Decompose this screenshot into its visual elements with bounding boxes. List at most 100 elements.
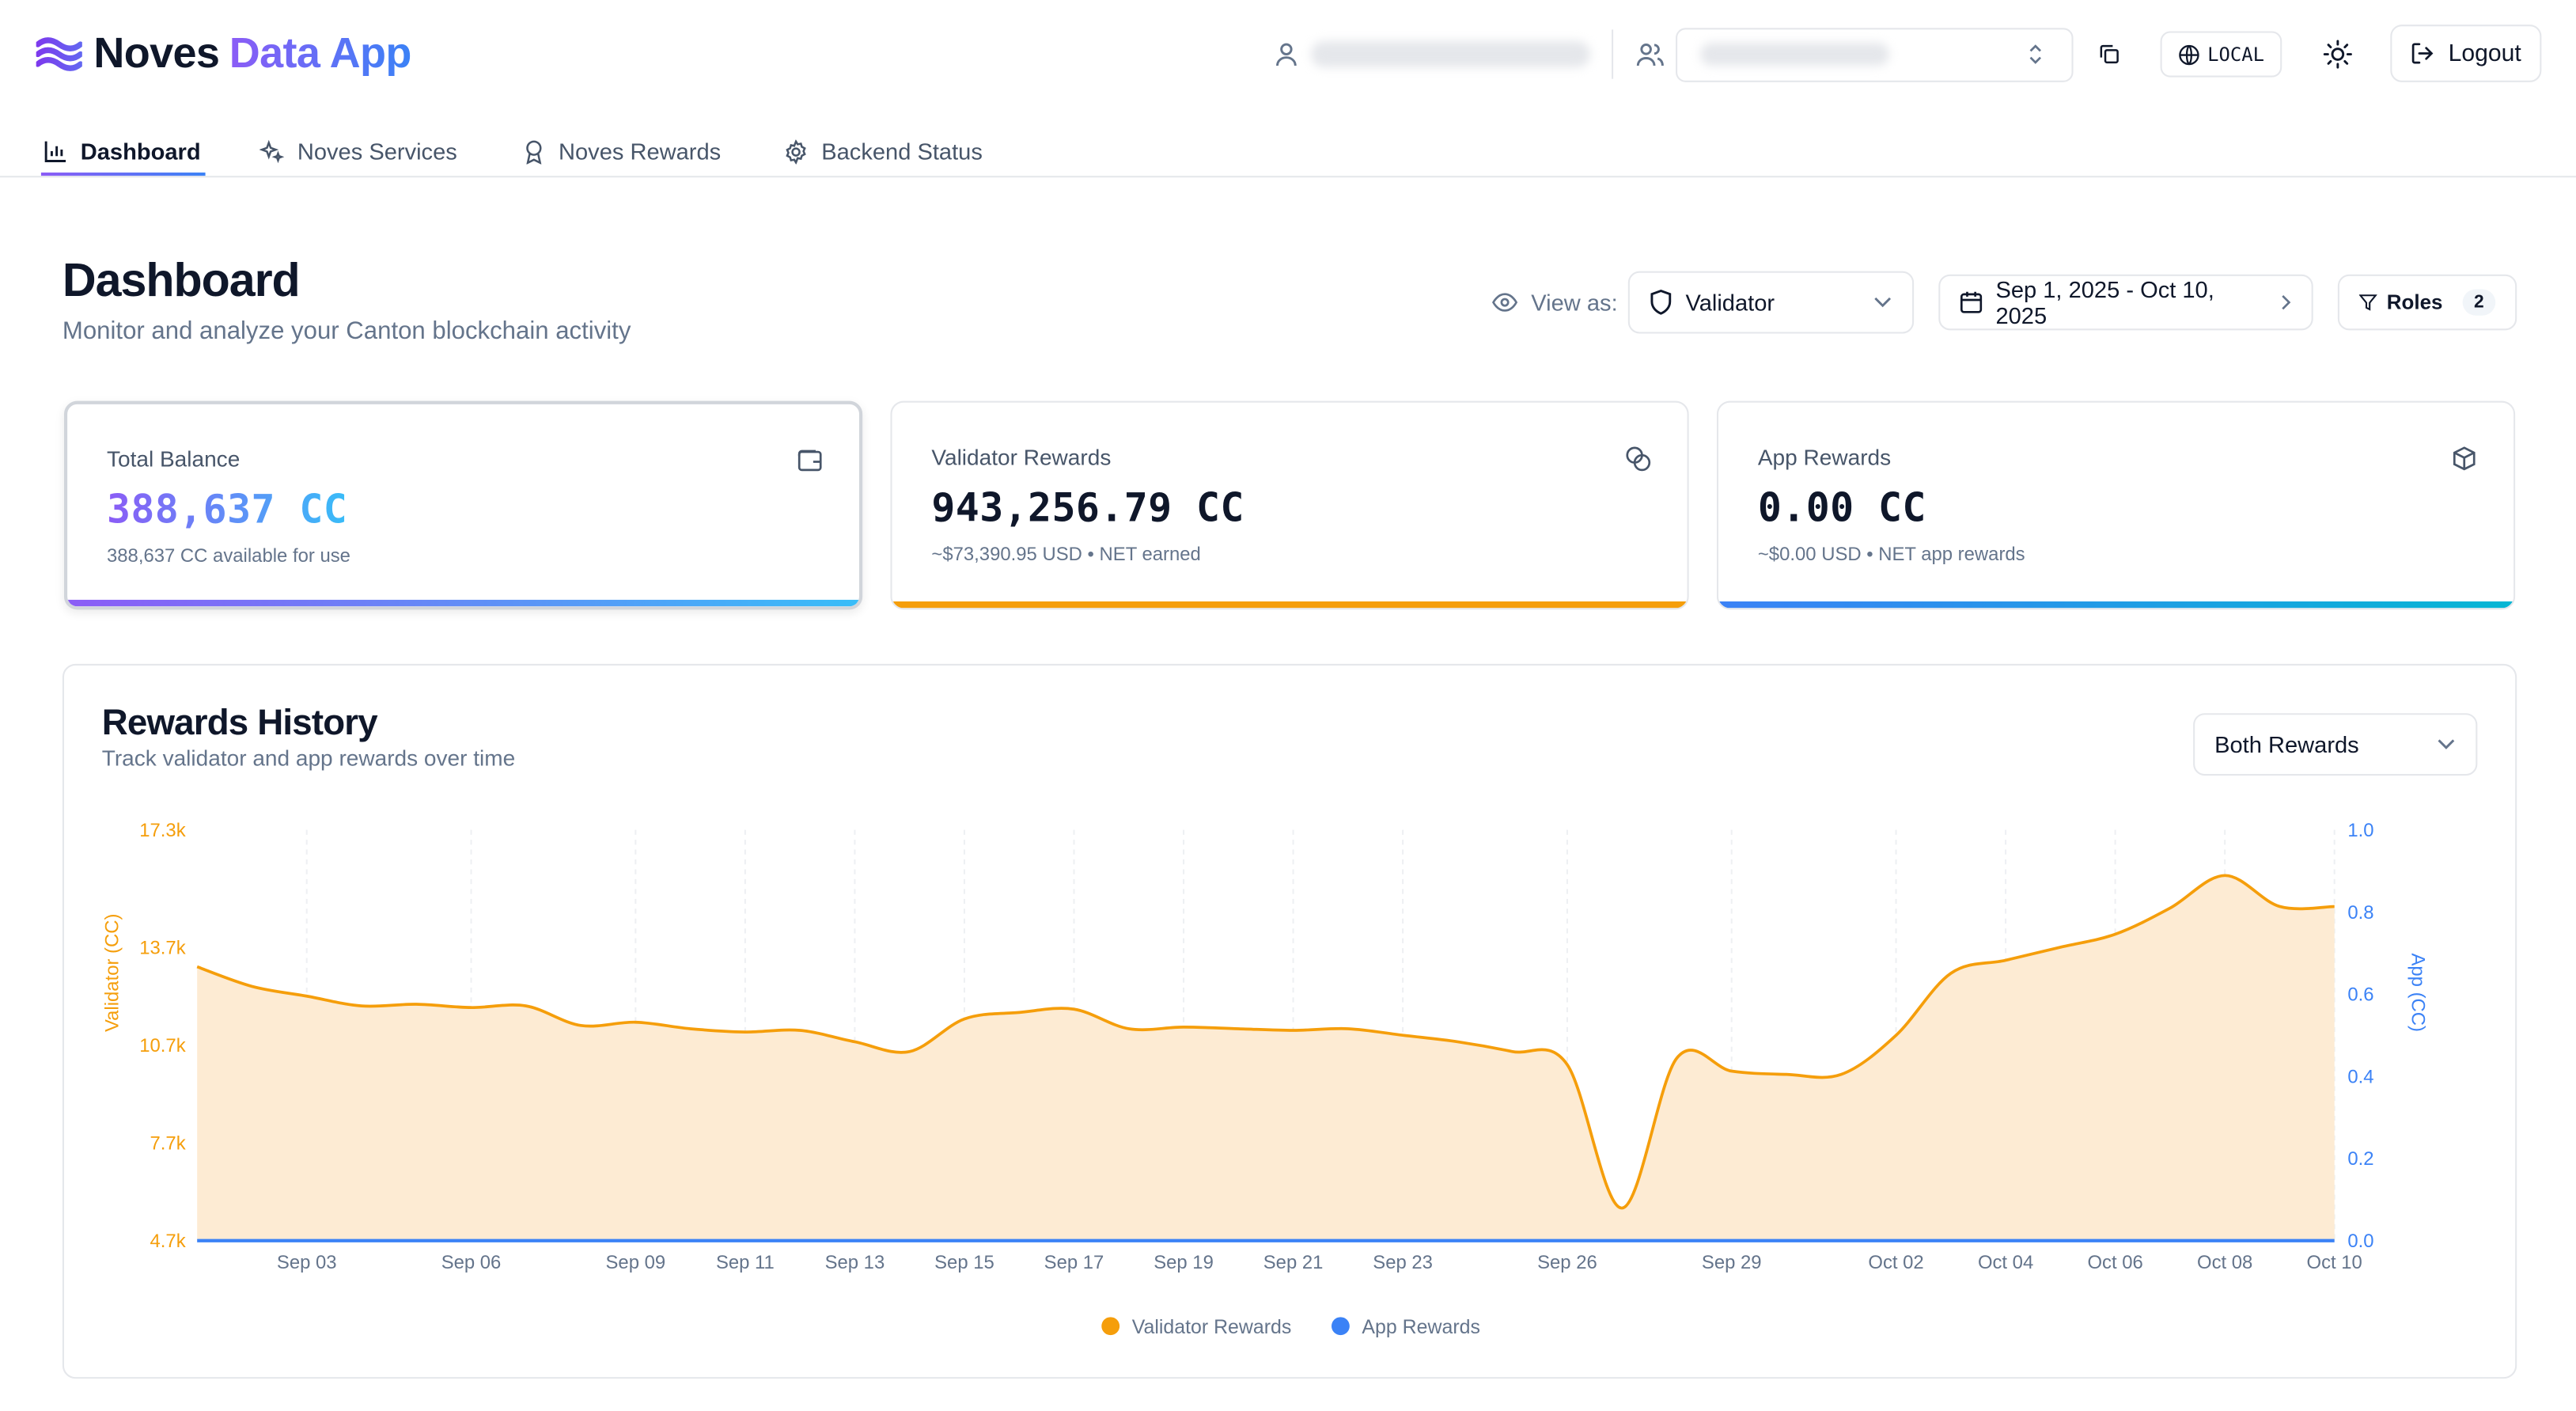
brand-name: Noves bbox=[93, 28, 220, 78]
tab-label: Noves Rewards bbox=[559, 138, 722, 165]
legend-swatch-app bbox=[1332, 1317, 1350, 1336]
rewards-type-value: Both Rewards bbox=[2214, 731, 2359, 758]
card-label: Total Balance bbox=[106, 446, 241, 472]
x-tick-label: Sep 03 bbox=[277, 1252, 337, 1273]
environment-button[interactable]: LOCAL bbox=[2160, 31, 2282, 78]
chevron-down-icon bbox=[2438, 739, 2455, 749]
validator-rewards-area bbox=[197, 875, 2335, 1241]
total-balance-card[interactable]: Total Balance 388,637 CC 388,637 CC avai… bbox=[63, 400, 863, 610]
chevron-down-icon bbox=[1874, 297, 1892, 308]
card-value: 943,256.79 CC bbox=[931, 484, 1244, 531]
x-tick-label: Sep 06 bbox=[441, 1252, 502, 1273]
app-brand: Noves Data App bbox=[93, 28, 411, 78]
users-icon bbox=[1636, 44, 1664, 66]
card-value: 388,637 CC bbox=[106, 486, 348, 533]
y-right-tick-label: 0.2 bbox=[2347, 1148, 2373, 1170]
logout-icon bbox=[2412, 43, 2434, 64]
header-divider-line bbox=[0, 176, 2576, 178]
card-accent-bar bbox=[892, 601, 1688, 609]
roles-filter-button[interactable]: Roles 2 bbox=[2337, 274, 2517, 331]
active-tab-indicator bbox=[40, 173, 206, 176]
coins-icon bbox=[1626, 446, 1651, 472]
y-left-tick-label: 13.7k bbox=[139, 937, 185, 958]
x-tick-label: Oct 06 bbox=[2087, 1252, 2142, 1273]
page-subtitle: Monitor and analyze your Canton blockcha… bbox=[62, 317, 631, 346]
rewards-type-select[interactable]: Both Rewards bbox=[2193, 713, 2478, 776]
x-tick-label: Oct 02 bbox=[1868, 1252, 1923, 1273]
y-right-tick-label: 0.8 bbox=[2347, 902, 2373, 924]
card-accent-bar bbox=[1718, 601, 2514, 609]
x-tick-label: Sep 11 bbox=[716, 1252, 775, 1273]
validator-rewards-card[interactable]: Validator Rewards 943,256.79 CC ~$73,390… bbox=[890, 400, 1689, 610]
user-icon bbox=[1276, 43, 1297, 66]
tab-dashboard[interactable]: Dashboard bbox=[44, 125, 201, 177]
view-as-label: View as: bbox=[1531, 289, 1618, 316]
card-subtext: 388,637 CC available for use bbox=[106, 547, 350, 567]
user-email-redacted bbox=[1311, 40, 1591, 68]
rewards-history-subtitle: Track validator and app rewards over tim… bbox=[101, 745, 516, 771]
tab-noves-rewards[interactable]: Noves Rewards bbox=[522, 125, 721, 177]
view-as-label-group: View as: bbox=[1491, 289, 1618, 316]
copy-icon bbox=[2100, 44, 2119, 64]
roles-label: Roles bbox=[2386, 290, 2443, 314]
y-left-tick-label: 10.7k bbox=[139, 1035, 185, 1056]
x-tick-label: Sep 29 bbox=[1702, 1252, 1762, 1273]
page-title: Dashboard bbox=[62, 254, 301, 308]
chevrons-up-down-icon bbox=[2029, 44, 2041, 64]
role-select[interactable]: Validator bbox=[1627, 271, 1915, 334]
x-tick-label: Oct 04 bbox=[1978, 1252, 2033, 1273]
sparkles-icon bbox=[259, 138, 285, 163]
legend-label-app: App Rewards bbox=[1362, 1316, 1480, 1338]
y-right-tick-label: 1.0 bbox=[2347, 820, 2373, 841]
y-right-tick-label: 0.0 bbox=[2347, 1231, 2373, 1252]
organization-select[interactable] bbox=[1676, 28, 2074, 82]
card-label: Validator Rewards bbox=[931, 445, 1112, 470]
tab-backend-status[interactable]: Backend Status bbox=[783, 125, 983, 177]
logout-label: Logout bbox=[2448, 40, 2521, 67]
card-subtext: ~$0.00 USD • NET app rewards bbox=[1757, 545, 2025, 566]
bar-chart-icon bbox=[44, 141, 66, 162]
y-left-tick-label: 17.3k bbox=[139, 820, 185, 841]
noves-logo-icon bbox=[36, 37, 82, 71]
y-right-tick-label: 0.4 bbox=[2347, 1066, 2373, 1087]
tab-noves-services[interactable]: Noves Services bbox=[259, 125, 457, 177]
y-left-tick-label: 7.7k bbox=[150, 1132, 186, 1154]
globe-icon bbox=[2178, 44, 2199, 65]
tab-label: Backend Status bbox=[821, 138, 983, 165]
x-tick-label: Sep 26 bbox=[1537, 1252, 1597, 1273]
x-tick-label: Sep 13 bbox=[825, 1252, 885, 1273]
legend-label-validator: Validator Rewards bbox=[1132, 1316, 1292, 1338]
y-right-tick-label: 0.6 bbox=[2347, 984, 2373, 1006]
sun-icon bbox=[2323, 40, 2352, 69]
eye-icon bbox=[1492, 293, 1518, 312]
organization-name-redacted bbox=[1700, 42, 1889, 66]
date-range-button[interactable]: Sep 1, 2025 - Oct 10, 2025 bbox=[1938, 274, 2313, 331]
validator-rewards-line bbox=[196, 874, 2335, 1210]
x-tick-label: Sep 21 bbox=[1263, 1252, 1324, 1273]
y-left-axis-title: Validator (CC) bbox=[102, 914, 123, 1032]
copy-button[interactable] bbox=[2091, 36, 2127, 73]
legend-swatch-validator bbox=[1101, 1317, 1120, 1336]
theme-toggle-button[interactable] bbox=[2317, 35, 2359, 74]
card-value: 0.00 CC bbox=[1757, 484, 1926, 531]
y-left-tick-label: 4.7k bbox=[150, 1231, 186, 1252]
gear-icon bbox=[786, 138, 806, 164]
filter-icon bbox=[2358, 294, 2377, 311]
brand-product: Data App bbox=[229, 28, 412, 78]
date-range-value: Sep 1, 2025 - Oct 10, 2025 bbox=[1995, 275, 2214, 329]
tab-label: Dashboard bbox=[80, 138, 201, 165]
logout-button[interactable]: Logout bbox=[2390, 25, 2542, 82]
x-tick-label: Oct 10 bbox=[2307, 1252, 2362, 1273]
header-divider bbox=[1612, 29, 1614, 79]
environment-label: LOCAL bbox=[2207, 42, 2265, 66]
roles-count-badge: 2 bbox=[2462, 289, 2496, 316]
tab-label: Noves Services bbox=[297, 138, 457, 165]
y-right-axis-title: App (CC) bbox=[2407, 953, 2428, 1031]
x-tick-label: Sep 17 bbox=[1044, 1252, 1104, 1273]
x-tick-label: Sep 19 bbox=[1154, 1252, 1214, 1273]
card-label: App Rewards bbox=[1757, 445, 1892, 470]
x-tick-label: Sep 09 bbox=[606, 1252, 666, 1273]
card-accent-bar bbox=[67, 599, 860, 607]
box-icon bbox=[2453, 446, 2476, 471]
app-rewards-card[interactable]: App Rewards 0.00 CC ~$0.00 USD • NET app… bbox=[1716, 400, 2516, 610]
